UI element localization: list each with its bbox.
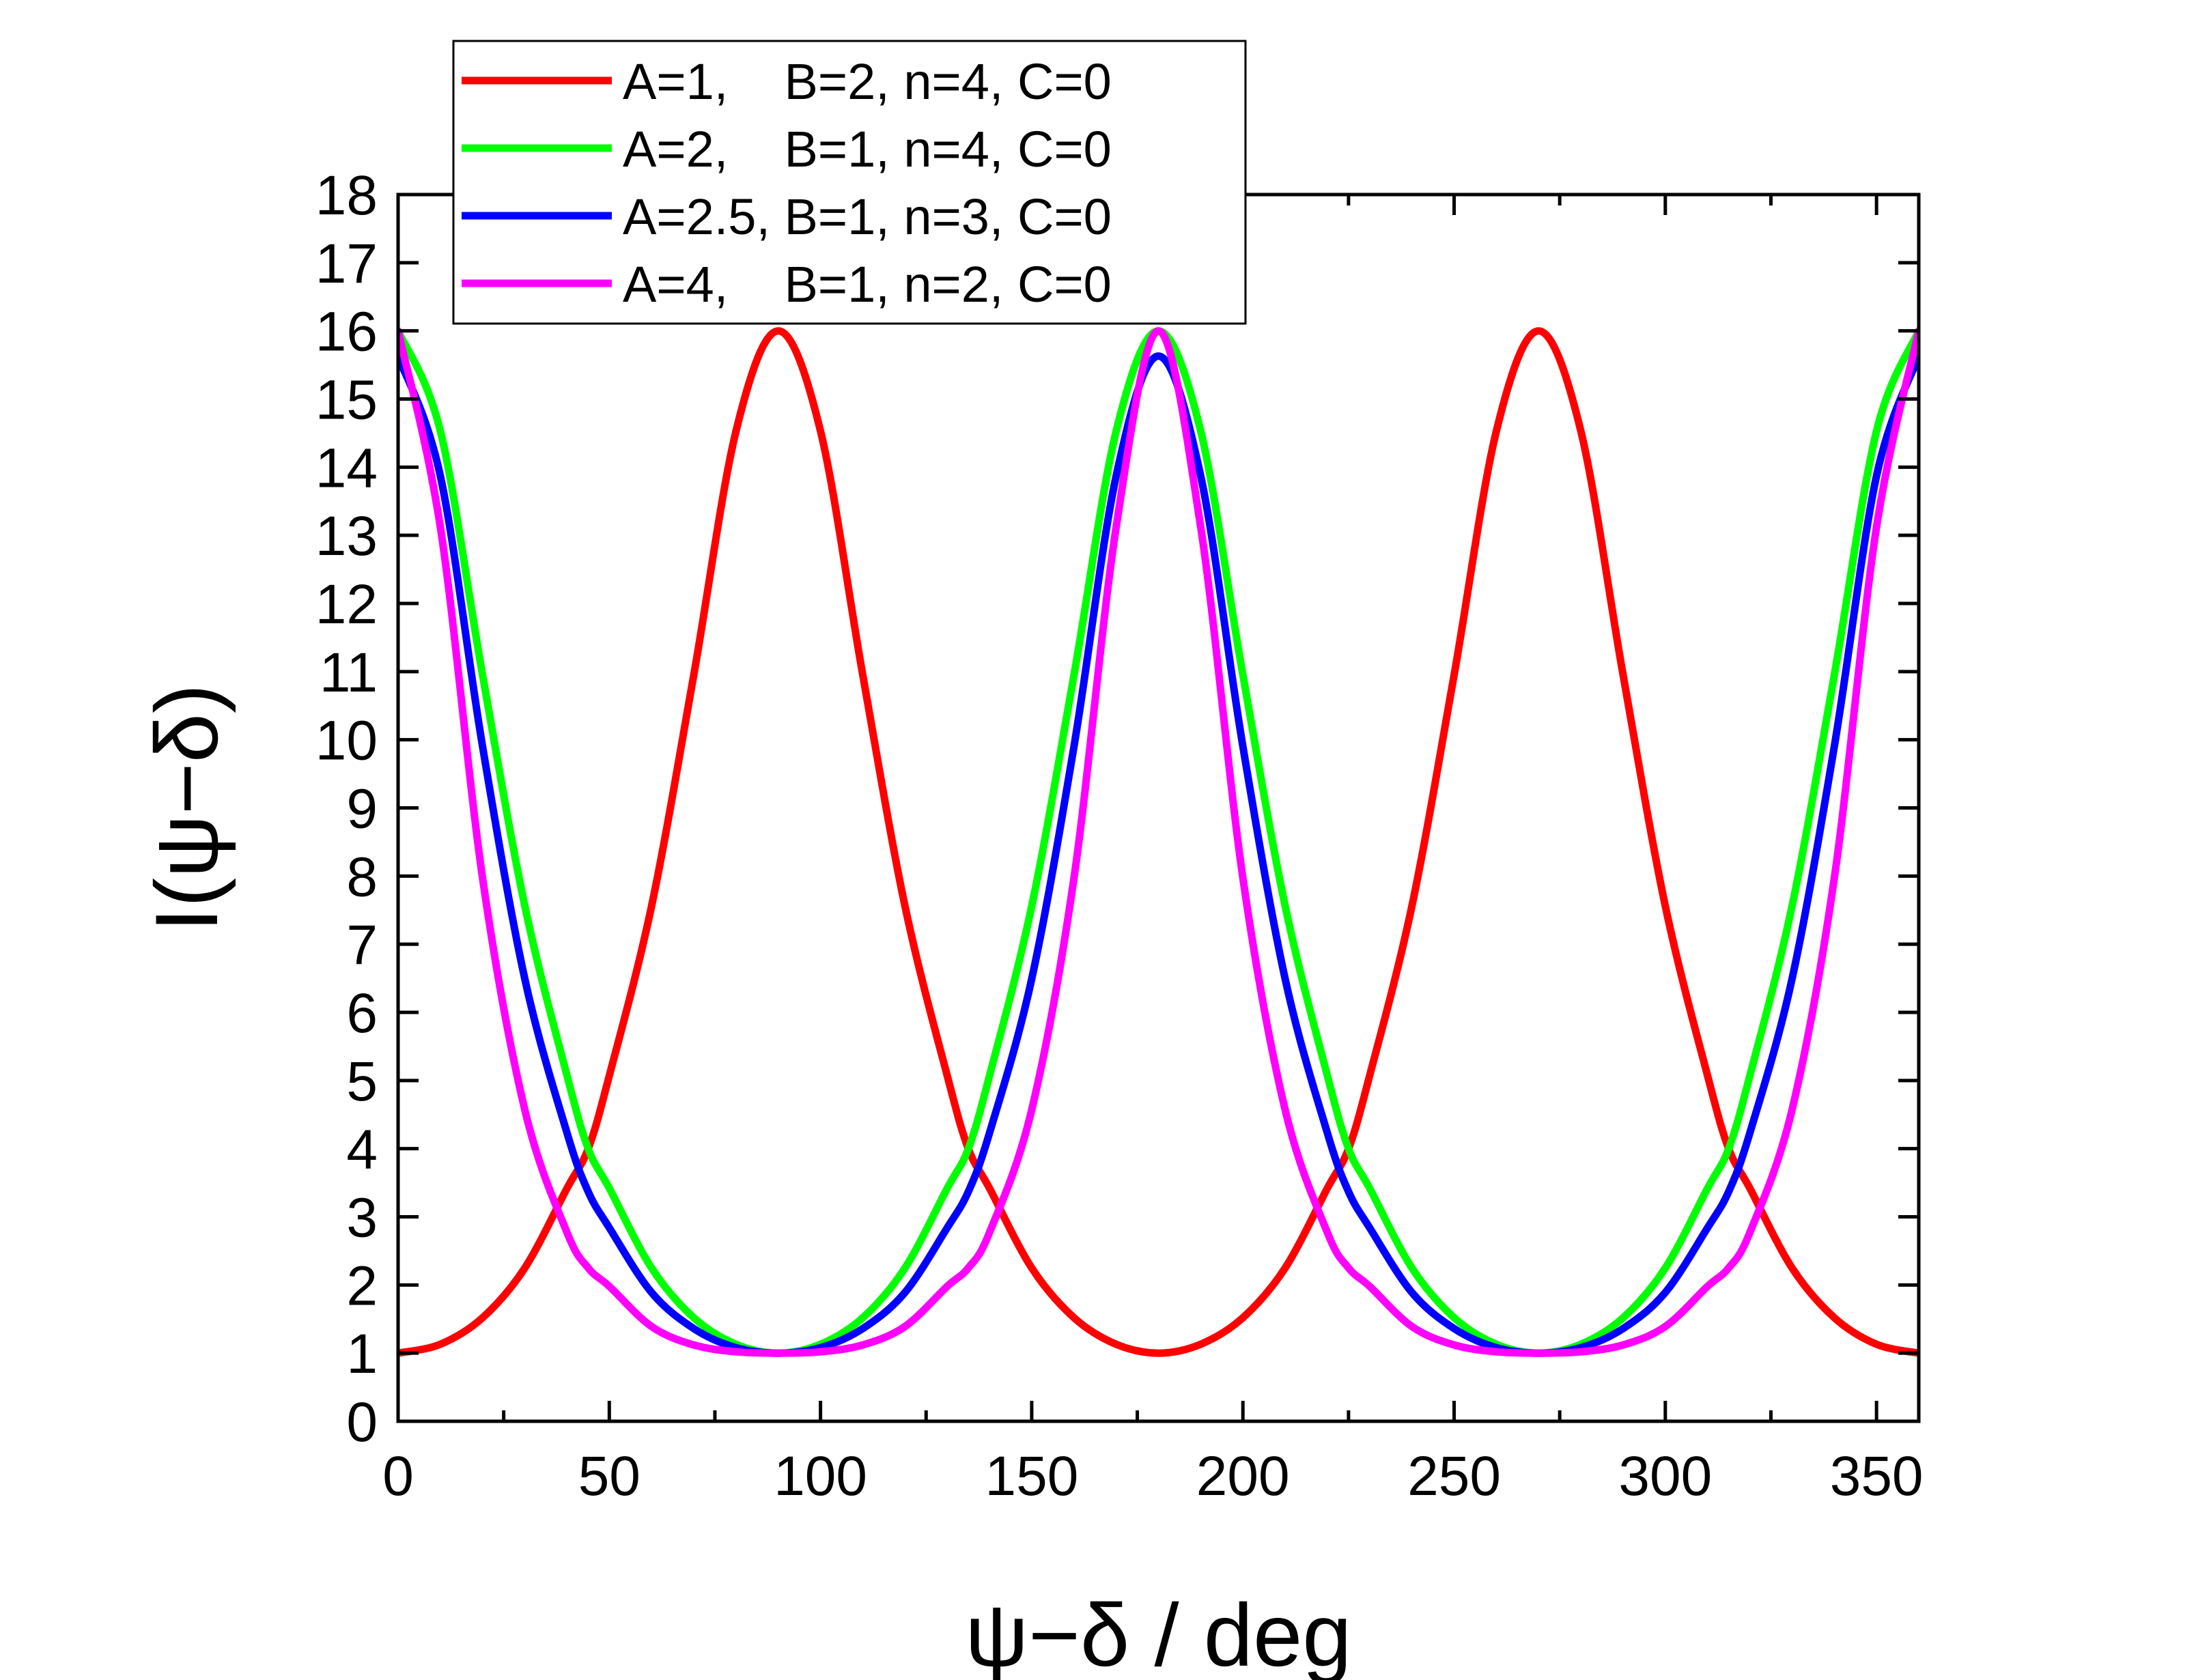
y-tick-label: 15 bbox=[315, 369, 378, 431]
series-line-3 bbox=[398, 352, 1919, 1357]
series-layer bbox=[398, 327, 1919, 1357]
y-tick-label: 18 bbox=[315, 165, 378, 227]
y-tick-label: 4 bbox=[346, 1119, 378, 1181]
y-tick-label: 13 bbox=[315, 505, 378, 567]
legend-label: A=2.5, B=1, n=3, C=0 bbox=[623, 188, 1112, 245]
x-axis-title: ψ−δ / deg bbox=[965, 1585, 1351, 1680]
x-tick-label: 150 bbox=[985, 1445, 1079, 1507]
y-tick-label: 5 bbox=[346, 1051, 378, 1113]
legend-box bbox=[452, 40, 1247, 325]
y-tick-label: 7 bbox=[346, 914, 378, 976]
x-tick-label: 100 bbox=[774, 1445, 867, 1507]
y-axis-title: I(ψ−δ) bbox=[137, 684, 236, 932]
y-tick-label: 8 bbox=[346, 846, 378, 908]
y-tick-label: 16 bbox=[315, 301, 378, 363]
x-tick-label: 250 bbox=[1407, 1445, 1501, 1507]
legend-label: A=1, B=2, n=4, C=0 bbox=[623, 53, 1112, 110]
y-tick-label: 17 bbox=[315, 233, 378, 295]
legend: A=1, B=2, n=4, C=0 A=2, B=1, n=4, C=0 A=2.… bbox=[452, 40, 1247, 325]
y-tick-label: 14 bbox=[315, 437, 378, 499]
y-tick-label: 11 bbox=[320, 642, 378, 704]
x-tick-label: 300 bbox=[1618, 1445, 1712, 1507]
legend-label: A=4, B=1, n=2, C=0 bbox=[623, 256, 1112, 313]
y-tick-label: 12 bbox=[315, 573, 378, 636]
y-tick-label: 6 bbox=[346, 982, 378, 1044]
x-tick-label: 0 bbox=[382, 1445, 414, 1507]
y-tick-label: 2 bbox=[346, 1255, 378, 1317]
x-tick-label: 50 bbox=[578, 1445, 640, 1507]
x-tick-label: 200 bbox=[1196, 1445, 1290, 1507]
series-line-4 bbox=[398, 327, 1919, 1357]
y-tick-label: 10 bbox=[315, 710, 378, 772]
y-tick-label: 9 bbox=[346, 778, 378, 840]
y-tick-label: 3 bbox=[346, 1187, 378, 1249]
x-tick-label: 350 bbox=[1830, 1445, 1924, 1507]
y-tick-label: 1 bbox=[346, 1323, 378, 1385]
legend-label: A=2, B=1, n=4, C=0 bbox=[623, 121, 1112, 177]
x-axis: 0 50 100 150 200 250 300 350 bbox=[382, 195, 1924, 1507]
y-tick-label: 0 bbox=[346, 1391, 378, 1453]
series-line-1 bbox=[398, 327, 1919, 1357]
